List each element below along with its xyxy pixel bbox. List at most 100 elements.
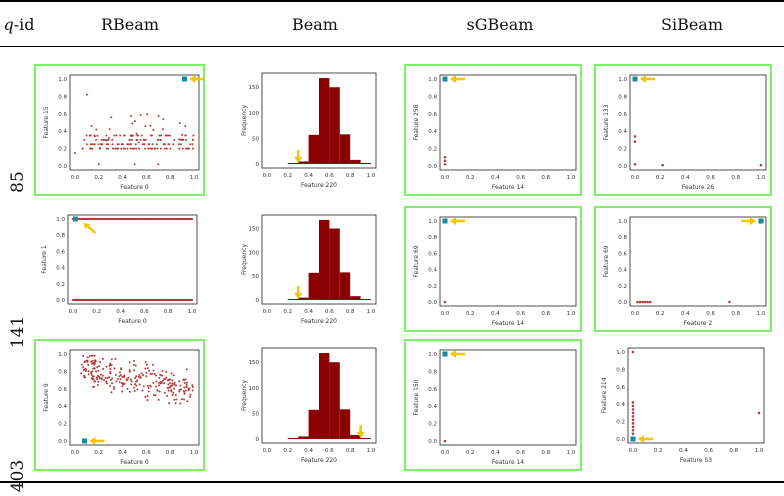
scatter-point <box>134 383 137 386</box>
scatter-point <box>94 359 97 362</box>
scatter-point <box>163 143 166 146</box>
scatter-point <box>91 147 94 150</box>
scatter-point <box>90 124 93 127</box>
scatter-point <box>99 361 102 364</box>
histogram-bar <box>287 437 299 439</box>
scatter-point <box>170 372 173 375</box>
scatter-point <box>160 374 163 377</box>
scatter-point <box>636 300 639 304</box>
scatter-point <box>157 114 160 117</box>
scatter-point <box>180 398 183 401</box>
scatter-point <box>119 134 122 137</box>
scatter-point <box>153 372 156 375</box>
scatter-point <box>88 355 91 358</box>
y-axis-label: Frequency <box>241 244 248 275</box>
scatter-point <box>107 143 110 146</box>
y-tick-label: 0.8 <box>56 233 65 239</box>
x-tick-label: 0.0 <box>71 450 80 456</box>
scatter-point <box>150 147 153 150</box>
panel-85-SiBeam: 0.0 0.2 0.4 0.6 0.8 1.0 0.0 0.2 0.4 0.6 0.8 1.0 Feat… <box>594 64 772 196</box>
scatter-point <box>117 147 120 150</box>
x-tick-label: 0.2 <box>656 311 665 317</box>
y-tick-label: 1.0 <box>618 77 627 83</box>
scatter-point <box>82 368 85 371</box>
scatter-point <box>631 404 635 408</box>
y-tick-label: 0.2 <box>428 147 437 153</box>
x-tick-label: 0.0 <box>631 311 640 317</box>
scatter-point <box>159 373 162 376</box>
scatter-point <box>641 300 644 304</box>
scatter-point <box>159 380 162 383</box>
scatter-point <box>95 376 98 379</box>
y-tick-label: 0.4 <box>428 268 437 274</box>
scatter-point <box>109 372 112 375</box>
histogram-bar <box>350 296 361 300</box>
x-tick-label: 0.6 <box>516 311 525 317</box>
x-tick-label: 0.4 <box>679 448 688 454</box>
scatter-point <box>631 411 635 415</box>
y-axis-label: Feature 258 <box>413 104 420 140</box>
highlight-marker <box>442 351 448 357</box>
axes-frame <box>261 214 377 305</box>
x-tick-label: 0.0 <box>631 175 640 181</box>
scatter-point <box>111 143 114 146</box>
scatter-point <box>84 369 87 372</box>
x-tick-label: 0.4 <box>491 175 500 181</box>
scatter-point <box>126 387 129 390</box>
scatter-point <box>661 163 665 167</box>
scatter-point <box>184 378 187 381</box>
header-sibeam: SiBeam <box>660 15 723 34</box>
scatter-point <box>148 369 151 372</box>
scatter-point <box>165 376 168 379</box>
scatter-point <box>180 388 183 391</box>
scatter-point <box>169 385 172 388</box>
scatter-point <box>126 147 129 150</box>
scatter-point <box>165 147 168 150</box>
scatter-point <box>106 382 109 385</box>
scatter-point <box>161 370 164 373</box>
scatter-point <box>81 147 84 150</box>
scatter-point <box>183 391 186 394</box>
header-rbeam: RBeam <box>101 15 159 34</box>
scatter-point <box>147 147 150 150</box>
x-tick-label: 0.2 <box>283 448 292 454</box>
scatter-point <box>181 147 184 150</box>
scatter-point <box>171 393 174 396</box>
scatter-point <box>141 389 144 392</box>
y-tick-label: 150 <box>249 227 260 233</box>
scatter-point <box>128 138 131 141</box>
y-tick-label: 0.4 <box>618 129 627 135</box>
highlight-marker <box>758 218 764 224</box>
scatter-point <box>131 147 134 150</box>
scatter-point <box>105 134 108 137</box>
x-tick-label: 0.4 <box>304 173 313 179</box>
scatter-point <box>91 370 94 373</box>
scatter-point <box>184 134 187 137</box>
scatter-point <box>167 134 170 137</box>
scatter-point <box>111 138 114 141</box>
scatter-point <box>643 300 647 304</box>
x-tick-label: 0.2 <box>466 311 475 317</box>
y-tick-label: 100 <box>249 386 260 392</box>
y-tick-label: 0.8 <box>428 94 437 100</box>
scatter-point <box>140 372 143 375</box>
scatter-point <box>191 138 194 141</box>
scatter-point <box>443 300 447 304</box>
scatter-point <box>133 359 136 362</box>
scatter-point <box>157 398 160 401</box>
scatter-point <box>128 361 131 364</box>
scatter-point <box>631 422 635 425</box>
y-tick-label: 1.0 <box>428 219 437 225</box>
y-tick-label: 0.2 <box>618 284 627 290</box>
scatter-point <box>173 381 176 384</box>
x-tick-label: 1.0 <box>190 175 199 181</box>
x-tick-label: 0.4 <box>304 309 313 315</box>
top-rule <box>0 0 784 2</box>
scatter-point <box>110 364 113 367</box>
scatter-point <box>92 385 95 388</box>
x-tick-label: 1.0 <box>190 450 199 456</box>
scatter-point <box>144 125 147 128</box>
scatter-point <box>100 143 103 146</box>
x-axis-label: Feature 0 <box>120 184 149 191</box>
y-tick-label: 0.8 <box>428 369 437 375</box>
